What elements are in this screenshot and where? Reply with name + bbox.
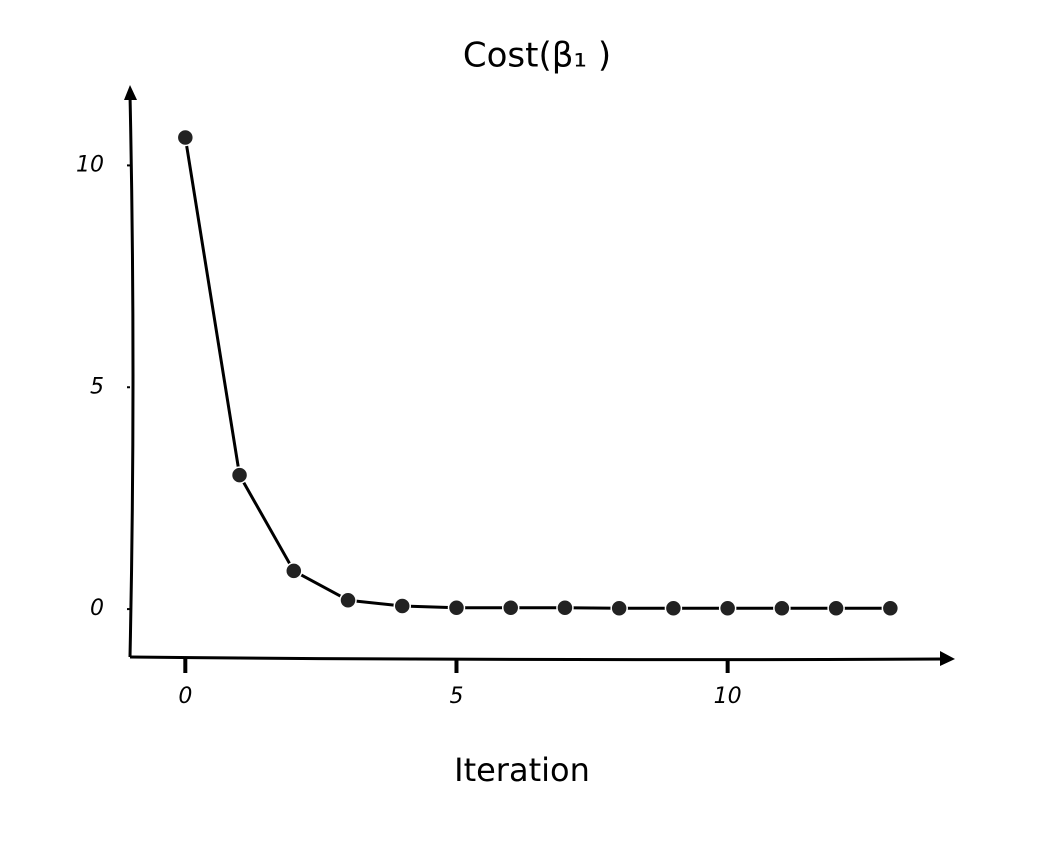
x-axis xyxy=(129,655,946,662)
series-line xyxy=(183,137,891,610)
point xyxy=(556,599,574,617)
point xyxy=(610,599,628,617)
point xyxy=(393,597,411,615)
point xyxy=(881,599,900,617)
x-tick-label: 10 xyxy=(714,684,742,709)
y-tick-label: 10 xyxy=(76,152,104,177)
point xyxy=(664,599,683,617)
chart-title: Cost(β₁ ) xyxy=(463,36,611,76)
y-tick-label: 5 xyxy=(90,374,104,399)
x-arrow xyxy=(940,651,955,666)
point xyxy=(827,599,845,617)
point xyxy=(718,599,737,617)
x-tick-label: 0 xyxy=(178,684,192,709)
y-axis xyxy=(128,94,135,658)
y-tick-label: 0 xyxy=(90,596,104,621)
y-arrow xyxy=(124,85,137,100)
point xyxy=(773,599,791,617)
point xyxy=(285,562,303,580)
point xyxy=(501,599,520,617)
point xyxy=(230,466,249,484)
x-axis-label: Iteration xyxy=(454,751,590,789)
point xyxy=(447,599,466,617)
point xyxy=(339,591,357,609)
x-tick-label: 5 xyxy=(449,684,463,709)
point xyxy=(176,128,195,147)
